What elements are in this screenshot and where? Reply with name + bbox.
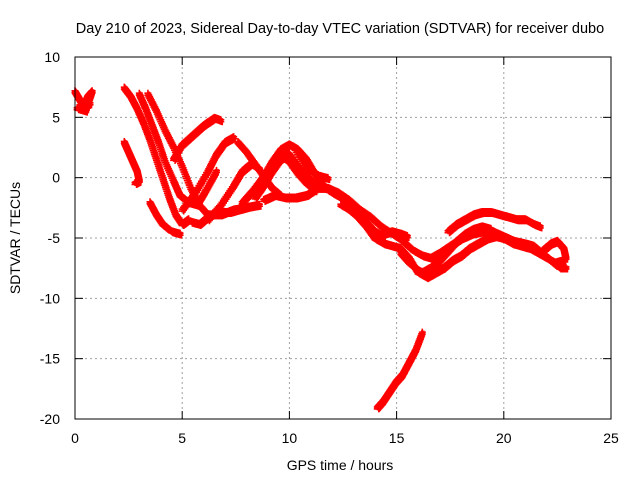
series-track-i [187,203,251,230]
data-point [213,168,221,176]
series-track-f [146,198,184,239]
data-point [176,231,184,239]
data-point [131,180,139,188]
data-point [217,118,225,126]
data-point [255,202,263,210]
series-track-u [418,222,495,278]
y-tick-label: -15 [40,351,60,367]
x-tick-label: 10 [282,430,298,446]
x-tick-label: 20 [496,430,512,446]
series-track-b [120,137,143,188]
series-track-a [71,87,96,116]
series-track-c [120,83,193,230]
x-tick-label: 0 [71,430,79,446]
x-tick-label: 25 [603,430,619,446]
series-track-g [170,113,225,164]
y-axis-title: SDTVAR / TECUs [7,182,23,294]
x-tick-label: 15 [389,430,405,446]
y-tick-label: -5 [48,230,61,246]
chart-title: Day 210 of 2023, Sidereal Day-to-day VTE… [76,21,604,37]
y-tick-label: 0 [52,170,60,186]
data-points [71,83,570,413]
y-tick-label: -10 [40,290,60,306]
y-tick-label: 5 [52,109,60,125]
data-point [86,101,94,109]
y-tick-label: 10 [44,49,60,65]
x-tick-label: 5 [178,430,186,446]
series-track-n [260,183,570,273]
series-track-w [373,328,426,413]
series-track-h [178,133,238,215]
x-axis-title: GPS time / hours [287,457,394,473]
y-tick-label: -20 [40,411,60,427]
